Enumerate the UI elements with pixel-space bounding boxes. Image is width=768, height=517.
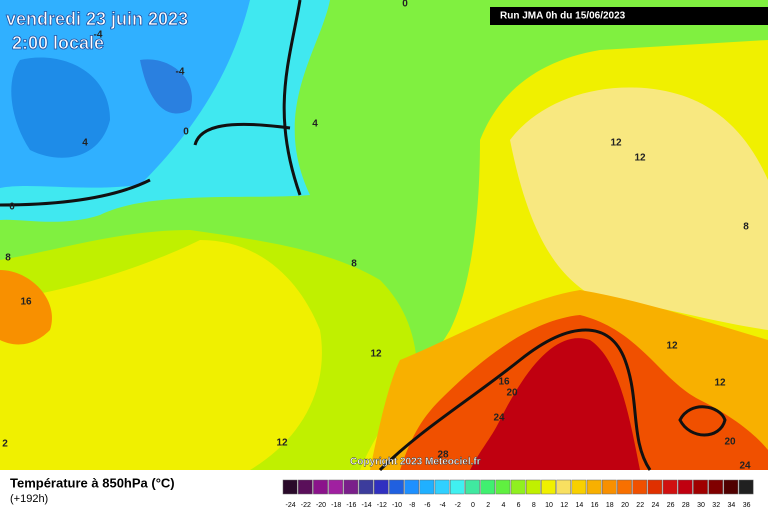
colorbar-cell xyxy=(419,479,435,495)
colorbar-cell xyxy=(586,479,602,495)
colorbar-label: 22 xyxy=(636,502,644,509)
colorbar-label: 34 xyxy=(728,502,736,509)
colorbar-label: -8 xyxy=(409,502,415,509)
colorbar-label: 6 xyxy=(517,502,521,509)
colorbar-cell xyxy=(297,479,313,495)
colorbar-cell xyxy=(556,479,572,495)
contour-label: 8 xyxy=(351,259,357,270)
colorbar-label: 18 xyxy=(606,502,614,509)
colorbar-label: 20 xyxy=(621,502,629,509)
contour-label: 12 xyxy=(276,438,288,449)
colorbar-cell xyxy=(601,479,617,495)
contour-label: 0 xyxy=(402,0,408,10)
colorbar-label: 2 xyxy=(486,502,490,509)
legend-title: Température à 850hPa (°C) xyxy=(10,475,175,490)
run-box xyxy=(490,7,768,25)
colorbar-label: 12 xyxy=(560,502,568,509)
colorbar-cell xyxy=(404,479,420,495)
colorbar-label: -6 xyxy=(424,502,430,509)
temperature-field xyxy=(0,0,768,472)
contour-label: -4 xyxy=(176,67,185,78)
colorbar-label: -24 xyxy=(286,502,296,509)
colorbar-cell xyxy=(525,479,541,495)
colorbar-label: 0 xyxy=(471,502,475,509)
colorbar-cell xyxy=(358,479,374,495)
contour-label: 24 xyxy=(739,461,751,472)
contour-label: 12 xyxy=(610,138,622,149)
colorbar-label: 10 xyxy=(545,502,553,509)
colorbar-label: -14 xyxy=(362,502,372,509)
colorbar-cell xyxy=(282,479,298,495)
colorbar-label: -20 xyxy=(316,502,326,509)
colorbar-label: 28 xyxy=(682,502,690,509)
colorbar-label: -4 xyxy=(439,502,445,509)
lead-time: (+192h) xyxy=(10,493,48,505)
contour-label: 8 xyxy=(5,253,11,264)
colorbar-label: -10 xyxy=(392,502,402,509)
contour-label: 28 xyxy=(437,450,449,461)
colorbar-cell xyxy=(693,479,708,495)
colorbar-cell xyxy=(708,479,724,495)
contour-label: 4 xyxy=(82,138,88,149)
colorbar-label: -22 xyxy=(301,502,311,509)
colorbar-label: 16 xyxy=(591,502,599,509)
contour-label: 0 xyxy=(9,202,15,213)
colorbar-cell xyxy=(313,479,328,495)
colorbar-label: 24 xyxy=(652,502,660,509)
contour-label: 20 xyxy=(724,437,736,448)
contour-label: 12 xyxy=(634,153,646,164)
contour-label: 2 xyxy=(2,439,8,450)
colorbar-cell xyxy=(480,479,496,495)
colorbar-cell xyxy=(343,479,359,495)
colorbar-cell xyxy=(647,479,663,495)
colorbar-cell xyxy=(434,479,450,495)
colorbar-label: 26 xyxy=(667,502,675,509)
colorbar-cell xyxy=(449,479,465,495)
contour-label: 12 xyxy=(714,378,726,389)
time-label: 2:00 locale xyxy=(12,33,104,53)
contour-label: 12 xyxy=(370,349,382,360)
colorbar-label: 30 xyxy=(697,502,705,509)
colorbar-label: 8 xyxy=(532,502,536,509)
colorbar-cell xyxy=(541,479,556,495)
colorbar-cell xyxy=(373,479,389,495)
colorbar-cell xyxy=(662,479,678,495)
contour-label: -4 xyxy=(94,30,103,41)
colorbar-cell xyxy=(328,479,344,495)
colorbar-label: 32 xyxy=(712,502,720,509)
colorbar-label: -2 xyxy=(455,502,461,509)
map-title: vendredi 23 juin 2023 xyxy=(6,9,188,29)
contour-label: 0 xyxy=(183,127,189,138)
colorbar-label: -12 xyxy=(377,502,387,509)
colorbar-label: 36 xyxy=(743,502,751,509)
copyright: Copyright 2023 Meteociel.fr xyxy=(350,457,481,468)
colorbar-cell xyxy=(495,479,511,495)
contour-label: 8 xyxy=(743,222,749,233)
colorbar-label: 14 xyxy=(576,502,584,509)
colorbar-cell xyxy=(677,479,693,495)
contour-label: 20 xyxy=(506,388,518,399)
colorbar-label: -16 xyxy=(346,502,356,509)
run-label: Run JMA 0h du 15/06/2023 xyxy=(500,11,626,22)
contour-label: 16 xyxy=(498,377,510,388)
colorbar-cell xyxy=(465,479,480,495)
colorbar: -24 -22 -20 -18 -16 -14 -12 -10 -8 -6 -4 -2 0 2 4 6 8 10 1… xyxy=(282,479,754,509)
colorbar-cell xyxy=(389,479,404,495)
contour-label: 12 xyxy=(666,341,678,352)
colorbar-label: -18 xyxy=(331,502,341,509)
colorbar-cell xyxy=(571,479,587,495)
contour-label: 16 xyxy=(20,297,32,308)
colorbar-cell xyxy=(510,479,526,495)
colorbar-cell xyxy=(617,479,632,495)
colorbar-cell xyxy=(738,479,754,495)
contour-label: 4 xyxy=(312,119,318,130)
colorbar-cell xyxy=(723,479,739,495)
colorbar-cell xyxy=(632,479,648,495)
contour-label: 24 xyxy=(493,413,505,424)
colorbar-label: 4 xyxy=(501,502,505,509)
